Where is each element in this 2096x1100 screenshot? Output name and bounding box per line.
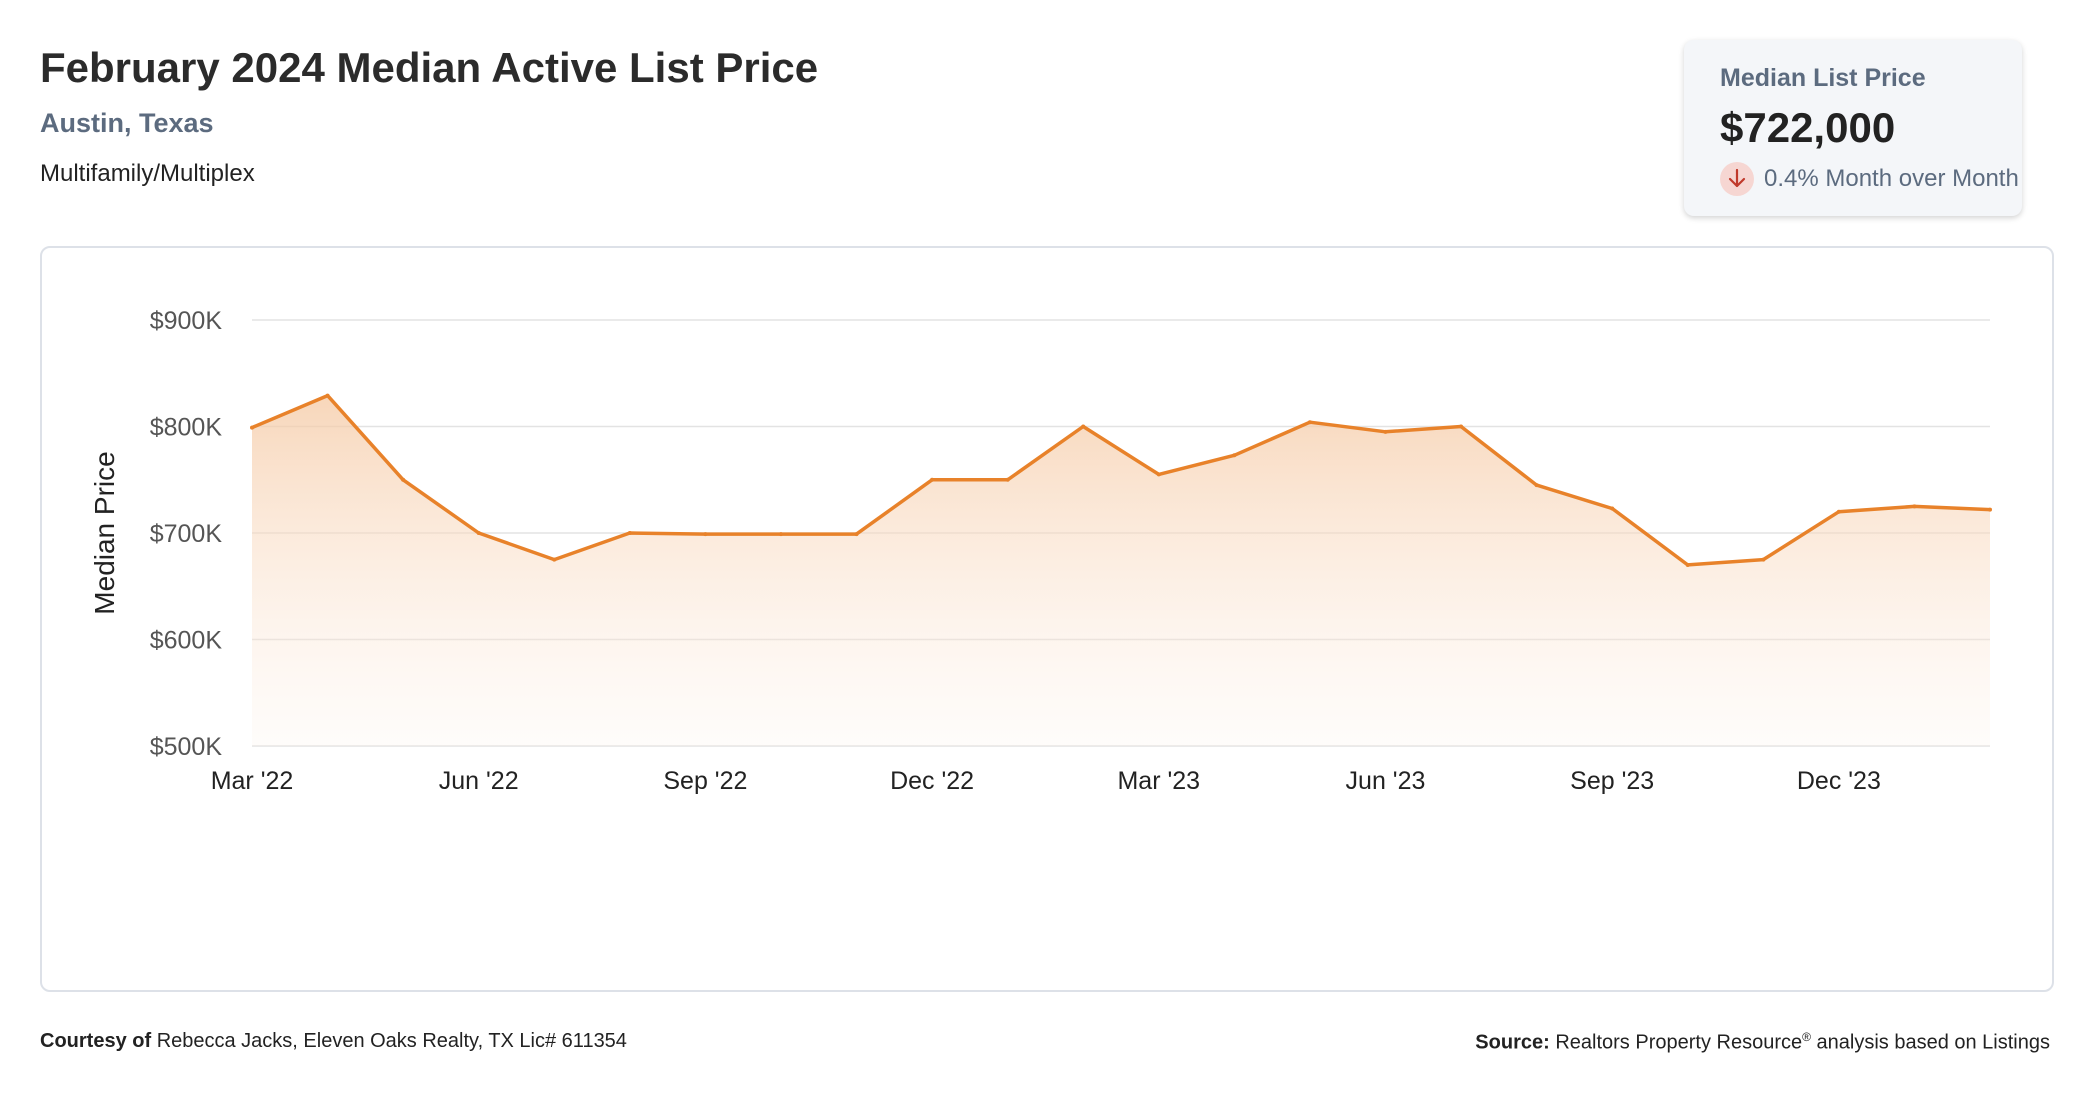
source-text: Realtors Property Resource xyxy=(1555,1031,1803,1054)
data-point xyxy=(1383,429,1388,434)
y-axis-ticks: $900K $800K $700K $600K $500K xyxy=(150,307,223,761)
data-point xyxy=(627,531,632,535)
stat-change: 0.4% Month over Month xyxy=(1720,162,2019,196)
data-point xyxy=(1988,507,1992,512)
data-point xyxy=(1232,453,1237,458)
line-chart: $900K $800K $700K $600K $500K Mar '22 Jun '22… xyxy=(89,307,1992,795)
stat-change-text: 0.4% Month over Month xyxy=(1764,165,2019,192)
stat-label: Median List Price xyxy=(1720,64,1926,92)
x-tick-label: Mar '23 xyxy=(1117,767,1200,795)
page-title: February 2024 Median Active List Price xyxy=(40,44,819,91)
property-type-label: Multifamily/Multiplex xyxy=(40,160,255,187)
y-tick-label: $800K xyxy=(150,414,223,442)
data-point xyxy=(1761,557,1766,562)
data-point xyxy=(1912,504,1917,509)
x-tick-label: Sep '22 xyxy=(663,767,747,795)
data-point xyxy=(1156,472,1161,477)
data-point xyxy=(1005,477,1010,482)
data-point xyxy=(778,532,783,537)
y-axis-label: Median Price xyxy=(89,451,120,614)
data-point xyxy=(930,477,935,482)
source-footer: Source: Realtors Property Resource® anal… xyxy=(1475,1030,2050,1055)
area-path xyxy=(252,395,1990,746)
location-label: Austin, Texas xyxy=(40,108,214,138)
x-tick-label: Mar '22 xyxy=(211,767,294,795)
x-tick-label: Jun '23 xyxy=(1346,767,1426,795)
data-point xyxy=(250,425,254,430)
data-point xyxy=(703,532,708,537)
data-point xyxy=(1459,424,1464,429)
courtesy-footer: Courtesy of Rebecca Jacks, Eleven Oaks R… xyxy=(40,1030,627,1053)
median-price-card: Median List Price $722,000 0.4% Month ov… xyxy=(1684,40,2022,216)
area-fill xyxy=(252,395,1990,746)
x-axis-ticks: Mar '22 Jun '22 Sep '22 Dec '22 Mar '23 Jun '… xyxy=(211,767,1881,795)
x-tick-label: Jun '22 xyxy=(439,767,519,795)
courtesy-label: Courtesy of xyxy=(40,1030,152,1052)
data-point xyxy=(1836,509,1841,514)
data-points xyxy=(250,393,1992,567)
y-tick-label: $700K xyxy=(150,520,223,548)
chart-container: $900K $800K $700K $600K $500K Mar '22 Jun '22… xyxy=(40,246,2054,992)
data-point xyxy=(1534,483,1539,488)
data-point xyxy=(401,477,406,482)
courtesy-text: Rebecca Jacks, Eleven Oaks Realty, TX Li… xyxy=(156,1030,627,1052)
y-tick-label: $900K xyxy=(150,307,223,335)
data-point xyxy=(854,532,859,537)
data-point xyxy=(476,531,481,535)
registered-mark: ® xyxy=(1802,1030,1811,1044)
source-label: Source: xyxy=(1475,1031,1550,1054)
y-tick-label: $500K xyxy=(150,733,223,761)
data-point xyxy=(325,393,330,398)
stat-value: $722,000 xyxy=(1720,104,1896,151)
source-suffix: analysis based on Listings xyxy=(1816,1031,2050,1054)
data-point xyxy=(1081,424,1086,429)
data-point xyxy=(552,557,557,562)
data-point xyxy=(1610,506,1615,511)
arrow-down-icon xyxy=(1720,162,1754,196)
x-tick-label: Dec '23 xyxy=(1797,767,1881,795)
data-point xyxy=(1685,562,1690,567)
series-line-path xyxy=(251,393,1991,567)
data-point xyxy=(1307,420,1312,425)
series-line xyxy=(251,393,1991,567)
x-tick-label: Sep '23 xyxy=(1570,767,1654,795)
x-tick-label: Dec '22 xyxy=(890,767,974,795)
y-tick-label: $600K xyxy=(150,627,223,655)
